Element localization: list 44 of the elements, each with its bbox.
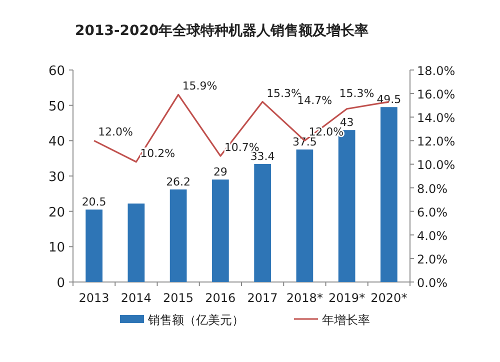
y2-tick-label: 10.0% xyxy=(417,158,456,172)
bar xyxy=(128,204,145,282)
y-tick-label: 50 xyxy=(48,99,65,114)
bar xyxy=(170,189,187,282)
y2-tick-label: 4.0% xyxy=(417,228,448,243)
y2-tick-label: 2.0% xyxy=(417,252,448,266)
legend-label: 销售额（亿美元） xyxy=(147,313,244,327)
x-tick-label: 2017 xyxy=(247,291,278,305)
bar xyxy=(254,164,271,282)
y2-tick-label: 16.0% xyxy=(417,88,456,102)
x-tick-label: 2015 xyxy=(163,291,194,305)
y2-tick-label: 18.0% xyxy=(417,64,456,78)
bar xyxy=(212,180,229,282)
chart-title: 2013-2020年全球特种机器人销售额及增长率 xyxy=(75,22,369,39)
y-tick-label: 30 xyxy=(48,170,65,185)
x-tick-label: 2019* xyxy=(328,291,366,305)
y2-tick-label: 12.0% xyxy=(417,134,456,149)
x-tick-label: 2016 xyxy=(205,291,236,305)
y2-tick-label: 0.0% xyxy=(417,276,448,290)
data-label: 15.9% xyxy=(182,80,218,93)
data-label: 12.0% xyxy=(98,126,134,139)
data-label: 10.2% xyxy=(140,146,176,160)
y2-tick-label: 14.0% xyxy=(417,111,456,126)
data-label: 14.7% xyxy=(297,94,332,107)
legend-label: 年增长率 xyxy=(322,313,370,327)
data-label: 29 xyxy=(213,166,228,179)
y-tick-label: 40 xyxy=(48,134,65,150)
y-tick-label: 20 xyxy=(48,205,65,220)
bar xyxy=(380,107,398,282)
data-label: 15.3% xyxy=(339,86,374,100)
y2-tick-label: 6.0% xyxy=(417,205,448,220)
bar xyxy=(86,210,102,282)
y-tick-label: 60 xyxy=(48,64,65,79)
x-tick-label: 2013 xyxy=(78,291,110,305)
x-tick-label: 2014 xyxy=(120,291,152,305)
data-label: 43 xyxy=(340,116,354,130)
x-tick-label: 2020* xyxy=(370,291,408,305)
x-tick-label: 2018* xyxy=(286,291,323,305)
y-tick-label: 0 xyxy=(56,276,65,291)
y-tick-label: 10 xyxy=(48,240,65,256)
data-label: 26.2 xyxy=(166,175,191,188)
data-label: 20.5 xyxy=(82,196,106,209)
bar xyxy=(296,150,314,282)
y2-tick-label: 8.0% xyxy=(417,182,448,196)
